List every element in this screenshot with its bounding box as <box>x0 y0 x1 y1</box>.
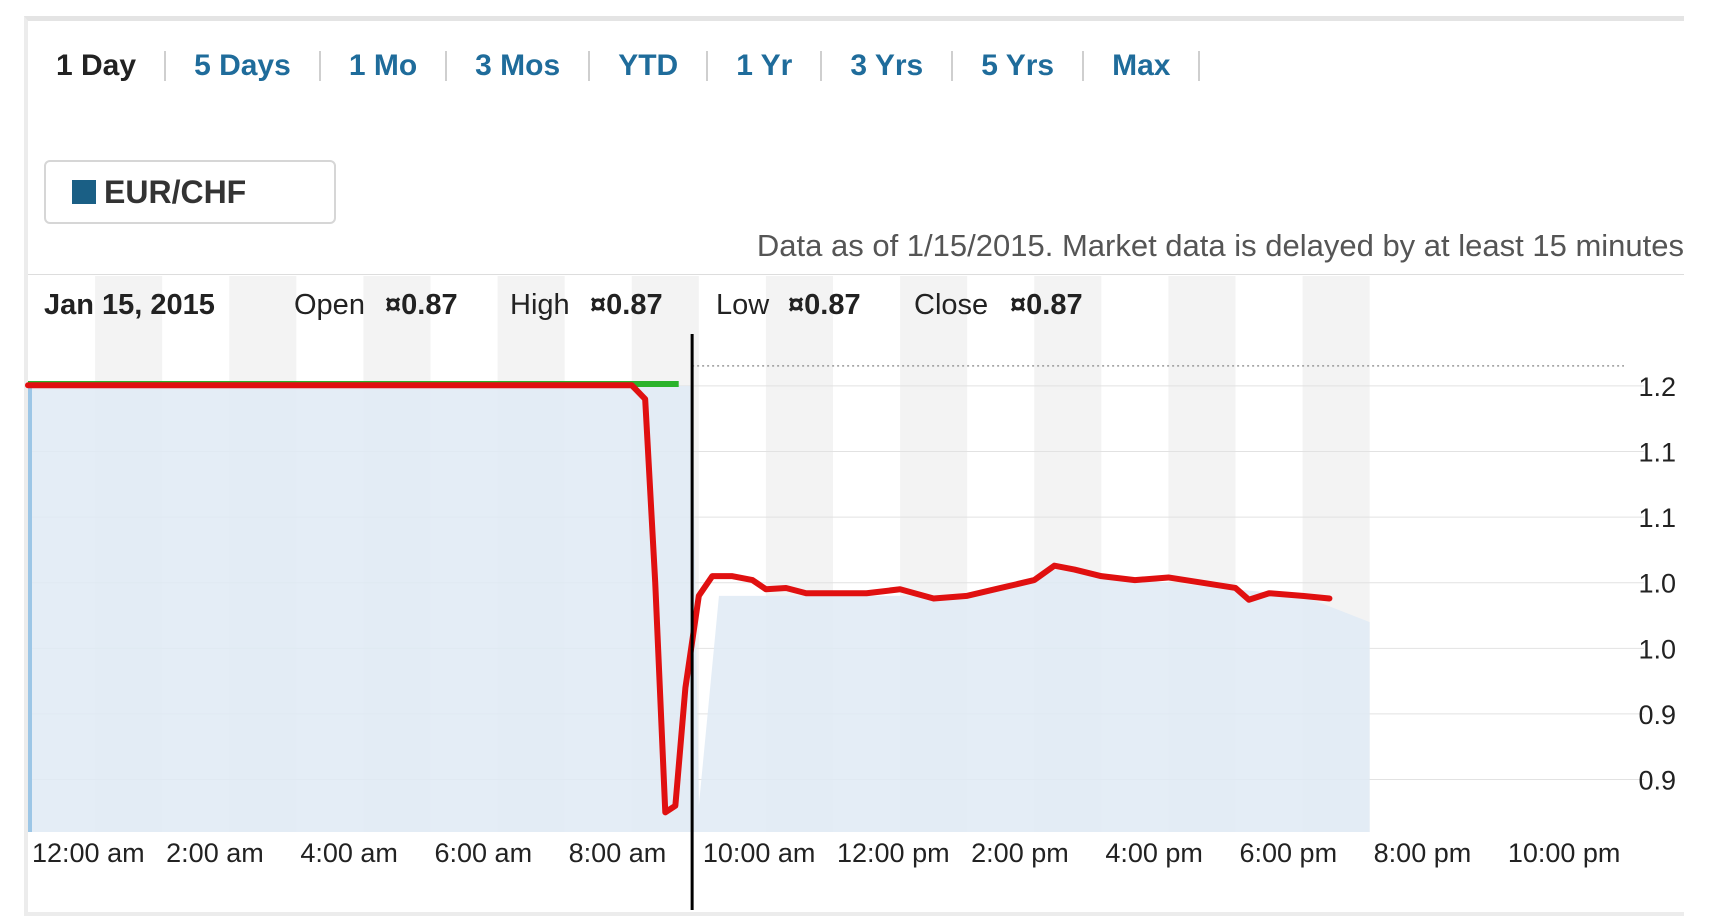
tab-separator <box>164 51 167 81</box>
tab-separator <box>951 51 954 81</box>
x-tick-label: 10:00 pm <box>1508 838 1621 868</box>
range-tabs: 1 Day 5 Days 1 Mo 3 Mos YTD 1 Yr 3 Yrs 5 Yrs Max <box>56 46 1228 86</box>
x-tick-label: 8:00 am <box>569 838 667 868</box>
low-value: ¤0.87 <box>788 289 861 321</box>
y-tick-label: 1.1 <box>1638 503 1676 533</box>
x-tick-label: 8:00 pm <box>1374 838 1472 868</box>
x-tick-label: 6:00 am <box>435 838 533 868</box>
legend-box[interactable]: EUR/CHF <box>44 160 336 224</box>
y-tick-label: 1.0 <box>1638 634 1676 664</box>
low-label: Low <box>716 289 770 321</box>
x-tick-label: 6:00 pm <box>1240 838 1338 868</box>
header-divider <box>28 274 1684 275</box>
data-delay-notice: Data as of 1/15/2015. Market data is del… <box>756 228 1684 263</box>
ohlc-date: Jan 15, 2015 <box>44 289 215 321</box>
range-tab-ytd[interactable]: YTD <box>618 49 679 82</box>
x-tick-label: 2:00 am <box>166 838 264 868</box>
x-tick-label: 12:00 am <box>32 838 145 868</box>
range-tab-1-yr[interactable]: 1 Yr <box>736 49 793 82</box>
ohlc-readout: Jan 15, 2015 Open ¤0.87 High ¤0.87 Low ¤… <box>44 289 1083 321</box>
area-shading <box>28 385 1370 832</box>
y-tick-label: 1.2 <box>1638 372 1676 402</box>
chart-frame <box>24 16 1684 916</box>
x-tick-label: 4:00 am <box>300 838 398 868</box>
open-value: ¤0.87 <box>385 289 458 321</box>
close-value: ¤0.87 <box>1010 289 1083 321</box>
tab-separator <box>318 51 321 81</box>
high-value: ¤0.87 <box>590 289 663 321</box>
close-label: Close <box>914 289 988 321</box>
range-tab-1-day[interactable]: 1 Day <box>56 49 137 82</box>
area-fill <box>28 385 1370 832</box>
series-lines <box>25 380 1333 816</box>
range-tab-3-mos[interactable]: 3 Mos <box>475 49 561 82</box>
y-tick-label: 0.9 <box>1638 766 1676 796</box>
y-axis-ticks: 1.2 1.1 1.1 1.0 1.0 0.9 0.9 <box>1638 372 1676 796</box>
tab-separator <box>588 51 591 81</box>
x-axis-ticks: 12:00 am 2:00 am 4:00 am 6:00 am 8:00 am 10:0… <box>32 838 1620 868</box>
y-tick-label: 0.9 <box>1638 700 1676 730</box>
legend-swatch <box>72 180 96 204</box>
tab-separator <box>445 51 448 81</box>
x-tick-label: 4:00 pm <box>1105 838 1203 868</box>
y-tick-label: 1.1 <box>1638 438 1676 468</box>
eur-chf-price-line <box>25 382 1333 816</box>
range-tab-5-yrs[interactable]: 5 Yrs <box>981 49 1055 82</box>
range-tab-3-yrs[interactable]: 3 Yrs <box>850 49 924 82</box>
x-tick-label: 12:00 pm <box>837 838 950 868</box>
x-tick-label: 2:00 pm <box>971 838 1069 868</box>
x-tick-label: 10:00 am <box>703 838 816 868</box>
y-tick-label: 1.0 <box>1638 569 1676 599</box>
range-tab-5-days[interactable]: 5 Days <box>194 49 291 82</box>
tab-separator <box>706 51 709 81</box>
tab-separator <box>820 51 823 81</box>
area-left-edge <box>28 385 32 832</box>
legend-label: EUR/CHF <box>104 173 247 210</box>
tab-separator <box>1082 51 1085 81</box>
high-label: High <box>510 289 570 321</box>
range-tab-max[interactable]: Max <box>1112 49 1171 82</box>
range-tab-1-mo[interactable]: 1 Mo <box>348 49 418 82</box>
open-label: Open <box>294 289 365 321</box>
tab-separator <box>1198 51 1201 81</box>
